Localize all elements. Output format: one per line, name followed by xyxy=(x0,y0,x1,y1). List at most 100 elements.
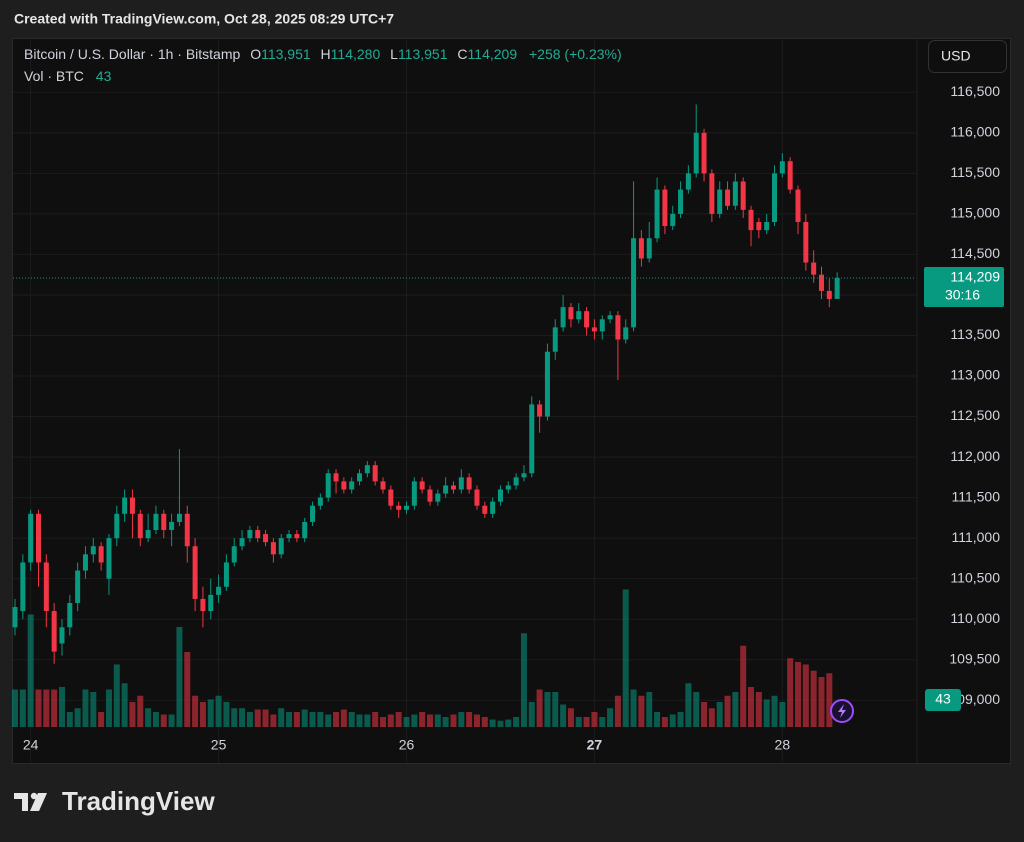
candle-body xyxy=(818,274,824,291)
candle-body xyxy=(591,327,597,332)
volume-bar xyxy=(434,714,441,727)
candle-body xyxy=(544,351,550,417)
candle-body xyxy=(450,485,456,490)
candle-body xyxy=(411,481,417,506)
candle-body xyxy=(678,189,684,214)
legend-c: 114,209 xyxy=(468,46,518,62)
volume-bar xyxy=(35,689,42,727)
volume-bar xyxy=(591,711,598,727)
volume-bar xyxy=(724,695,731,727)
volume-bar xyxy=(325,714,332,727)
candle-body xyxy=(396,505,402,510)
candle-body xyxy=(482,505,488,514)
candle-body xyxy=(169,521,175,531)
candle-body xyxy=(599,319,605,332)
candle-body xyxy=(325,473,331,498)
axes: 109,000 109,500 110,000 110,500 111,000 111,5… xyxy=(23,83,1000,753)
candle-body xyxy=(693,132,699,174)
candle-body xyxy=(701,132,707,174)
legend-l-label: L xyxy=(390,46,398,62)
volume-bar xyxy=(43,689,50,727)
volume-bar xyxy=(575,716,582,727)
volume-bar xyxy=(58,686,65,727)
volume-bar xyxy=(333,711,340,727)
legend-o: 113,951 xyxy=(261,46,311,62)
legend-h: 114,280 xyxy=(331,46,381,62)
volume-bar xyxy=(387,714,394,727)
y-tick-label: 115,000 xyxy=(950,205,1000,221)
volume-bar xyxy=(192,695,199,727)
candle-body xyxy=(20,562,26,612)
candle-body xyxy=(490,501,496,514)
x-tick-label: 27 xyxy=(587,737,603,753)
candle-body xyxy=(795,189,801,223)
grid xyxy=(13,39,916,763)
candle-body xyxy=(200,598,206,612)
candle-body xyxy=(537,404,543,417)
volume-bar xyxy=(638,695,645,727)
volume-bar xyxy=(27,614,34,727)
volume-bar xyxy=(693,691,700,727)
candle-body xyxy=(372,465,378,482)
candle-body xyxy=(513,477,519,486)
volume-bar xyxy=(458,711,465,727)
candle-body xyxy=(584,311,590,328)
legend-l: 113,951 xyxy=(398,46,448,62)
volume-bar xyxy=(763,699,770,727)
volume-tag: 43 xyxy=(935,691,951,707)
candle-body xyxy=(357,473,363,482)
volume-bar xyxy=(168,714,175,727)
volume-bar xyxy=(184,651,191,727)
y-tick-label: 115,500 xyxy=(950,164,1000,180)
candle-body xyxy=(709,173,715,214)
currency[interactable]: USD xyxy=(941,48,971,64)
created-note: Created with TradingView.com, Oct 28, 20… xyxy=(14,11,394,27)
volume-bar xyxy=(176,626,183,727)
candle-body xyxy=(552,327,558,352)
candle-body xyxy=(834,278,840,299)
candle-body xyxy=(12,607,18,628)
volume-bar xyxy=(340,709,347,727)
volume-bar xyxy=(246,711,253,727)
legend-change: +258 (+0.23%) xyxy=(529,46,622,62)
volume-bar xyxy=(481,716,488,727)
volume-bar xyxy=(810,670,817,727)
currency-button[interactable] xyxy=(928,40,1007,73)
logo-dot xyxy=(30,792,38,800)
volume-bar xyxy=(317,711,324,727)
candle-body xyxy=(145,530,151,539)
candle-body xyxy=(646,238,652,259)
candle-body xyxy=(216,586,222,595)
volume-bar xyxy=(348,711,355,727)
candle-body xyxy=(740,181,746,210)
volume-bar xyxy=(121,683,128,727)
candle-body xyxy=(161,513,167,531)
y-tick-label: 116,500 xyxy=(950,83,1000,99)
x-tick-label: 26 xyxy=(399,737,415,753)
candle-body xyxy=(192,546,198,599)
volume-bar xyxy=(207,699,214,727)
volume-bar xyxy=(223,701,230,727)
volume-bar xyxy=(74,708,81,727)
volume-bar xyxy=(19,689,26,727)
volume-bar xyxy=(520,633,527,727)
volume-bar xyxy=(395,711,402,727)
candle-body xyxy=(270,542,276,555)
volume-bar xyxy=(497,720,504,727)
volume-bar xyxy=(748,686,755,727)
candle-body xyxy=(404,505,409,510)
candle-body xyxy=(638,238,644,259)
logo: TradingView xyxy=(14,786,215,816)
candle-body xyxy=(28,513,34,563)
volume-bar xyxy=(544,691,551,727)
volume-bar xyxy=(708,708,715,727)
volume-bar xyxy=(779,701,786,727)
last-price-box xyxy=(924,267,1004,308)
y-tick-label: 112,000 xyxy=(950,448,1000,464)
volume-bar xyxy=(826,673,833,727)
volume-bar xyxy=(795,661,801,727)
candle-body xyxy=(560,307,566,328)
candle-body xyxy=(341,481,347,490)
candle-body xyxy=(286,534,292,539)
volume-bar xyxy=(614,695,621,727)
